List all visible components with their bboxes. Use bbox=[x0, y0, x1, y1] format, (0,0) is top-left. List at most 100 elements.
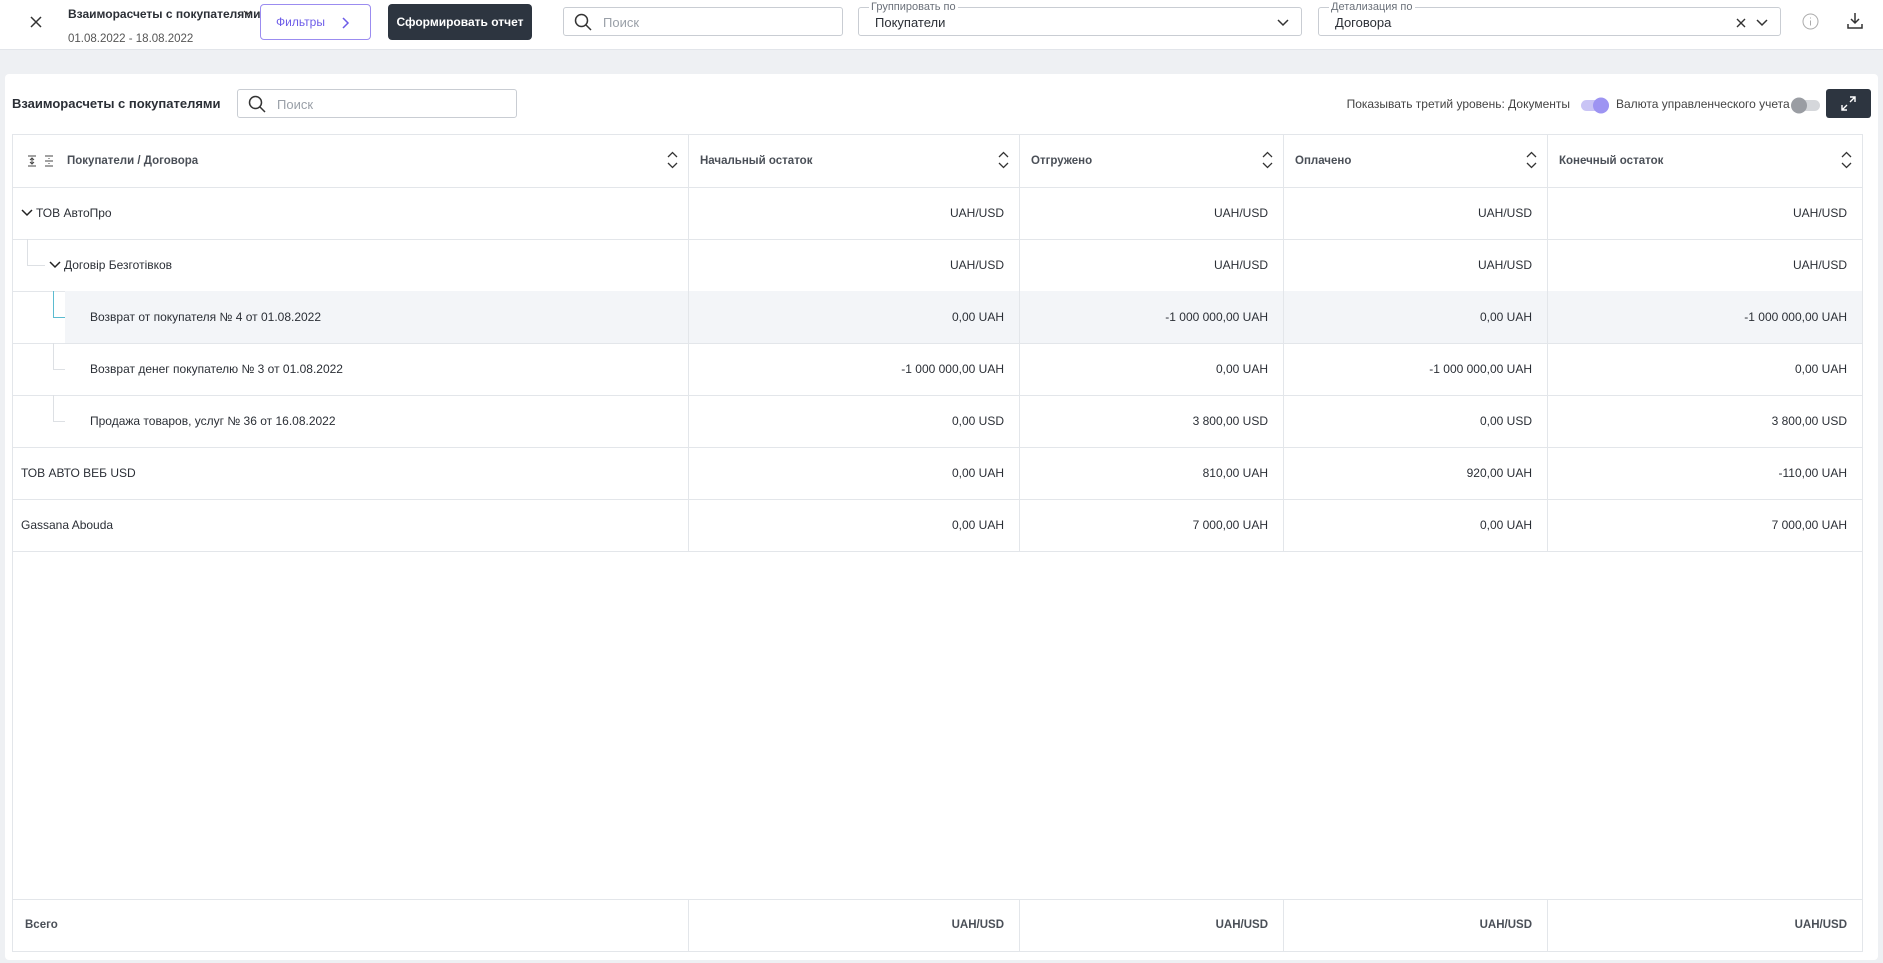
column-divider bbox=[688, 447, 689, 499]
column-divider bbox=[1547, 395, 1548, 447]
report-title[interactable]: Взаиморасчеты с покупателями bbox=[68, 7, 261, 21]
column-divider bbox=[1547, 187, 1548, 239]
column-header: Покупатели / Договора bbox=[13, 135, 688, 187]
close-icon[interactable] bbox=[30, 16, 42, 28]
cell-value: UAH/USD bbox=[1792, 258, 1847, 272]
footer-value: UAH/USD bbox=[1215, 919, 1268, 931]
filters-button[interactable]: Фильтры bbox=[260, 4, 371, 40]
footer-value: UAH/USD bbox=[1794, 919, 1847, 931]
column-divider bbox=[1283, 395, 1284, 447]
toggle-label: Показывать третий уровень: Документы bbox=[1346, 97, 1570, 111]
cell-value: UAH/USD bbox=[949, 258, 1004, 272]
generate-button[interactable]: Сформировать отчет bbox=[388, 4, 532, 40]
row-divider bbox=[13, 343, 1862, 344]
info-icon[interactable] bbox=[1802, 13, 1819, 30]
footer-label: Всего bbox=[25, 919, 58, 931]
cell-value: 0,00 UAH bbox=[1479, 310, 1532, 324]
field-value: Покупатели bbox=[875, 15, 946, 30]
column-divider bbox=[688, 499, 689, 551]
panel-title: Взаиморасчеты с покупателями bbox=[12, 96, 221, 111]
row-label: Возврат от покупателя № 4 от 01.08.2022 bbox=[90, 310, 322, 324]
row-label: Продажа товаров, услуг № 36 от 16.08.202… bbox=[90, 414, 336, 428]
chevron bbox=[243, 10, 252, 16]
cell-value: 3 800,00 USD bbox=[1771, 414, 1847, 428]
column-divider bbox=[1019, 447, 1020, 499]
toggle-label: Валюта управленческого учета bbox=[1616, 97, 1790, 111]
cell-value: 0,00 UAH bbox=[951, 466, 1004, 480]
tree-line bbox=[53, 343, 54, 369]
column-divider bbox=[1019, 899, 1020, 951]
tree-line bbox=[53, 291, 54, 317]
field-value: Договора bbox=[1335, 15, 1392, 30]
placeholder: Поиск bbox=[603, 15, 640, 30]
tree-line bbox=[27, 239, 28, 265]
row-divider bbox=[13, 447, 1862, 448]
expand-chevron[interactable] bbox=[21, 209, 33, 217]
cell-value: 0,00 USD bbox=[1479, 414, 1532, 428]
tree-line bbox=[53, 395, 54, 421]
cell-value: 3 800,00 USD bbox=[1192, 414, 1268, 428]
column-divider bbox=[1547, 899, 1548, 951]
tree-line bbox=[53, 317, 65, 318]
column-divider bbox=[1283, 239, 1284, 291]
cell-value: 0,00 UAH bbox=[1479, 518, 1532, 532]
cell-value: -1 000 000,00 UAH bbox=[1429, 362, 1532, 376]
row-divider bbox=[13, 187, 1862, 188]
column-divider bbox=[1547, 291, 1548, 343]
cell-value: 7 000,00 UAH bbox=[1771, 518, 1847, 532]
tree-line bbox=[27, 265, 45, 266]
row-highlight bbox=[65, 291, 1862, 343]
toggle-on[interactable] bbox=[1580, 96, 1612, 114]
column-divider bbox=[688, 395, 689, 447]
column-divider bbox=[1283, 343, 1284, 395]
column-divider bbox=[1283, 291, 1284, 343]
row-label: ТОВ АВТО ВЕБ USD bbox=[21, 466, 136, 480]
cell-value: -1 000 000,00 UAH bbox=[1165, 310, 1268, 324]
cell-value: 0,00 UAH bbox=[1215, 362, 1268, 376]
column-header: Оплачено bbox=[1283, 135, 1547, 187]
cell-value: UAH/USD bbox=[1213, 258, 1268, 272]
footer-value: UAH/USD bbox=[951, 919, 1004, 931]
row-divider bbox=[13, 551, 1862, 552]
expand-chevron[interactable] bbox=[49, 261, 61, 269]
column-divider bbox=[1019, 343, 1020, 395]
footer-value: UAH/USD bbox=[1479, 919, 1532, 931]
row-divider bbox=[13, 395, 1862, 396]
cell-value: UAH/USD bbox=[1792, 206, 1847, 220]
row-divider bbox=[13, 499, 1862, 500]
cell-value: UAH/USD bbox=[1213, 206, 1268, 220]
column-divider bbox=[1547, 343, 1548, 395]
tree-line bbox=[53, 421, 65, 422]
column-divider bbox=[1547, 239, 1548, 291]
field-label: Группировать по bbox=[869, 1, 958, 13]
cell-value: -1 000 000,00 UAH bbox=[901, 362, 1004, 376]
column-header: Отгружено bbox=[1019, 135, 1283, 187]
expand-button[interactable] bbox=[1826, 89, 1871, 118]
download-icon[interactable] bbox=[1846, 12, 1864, 30]
row-divider bbox=[13, 239, 1862, 240]
column-divider bbox=[1019, 187, 1020, 239]
column-divider bbox=[688, 343, 689, 395]
cell-value: UAH/USD bbox=[1477, 206, 1532, 220]
panel-search[interactable]: Поиск bbox=[237, 89, 517, 118]
row-label: Возврат денег покупателю № 3 от 01.08.20… bbox=[90, 362, 343, 376]
row-label: Договір Безготівков bbox=[64, 258, 173, 272]
cell-value: 810,00 UAH bbox=[1202, 466, 1268, 480]
column-divider bbox=[688, 291, 689, 343]
column-divider bbox=[1019, 291, 1020, 343]
column-header: Конечный остаток bbox=[1547, 135, 1862, 187]
group-by-select[interactable]: Группировать по Покупатели bbox=[858, 1, 1302, 36]
toggle-off[interactable] bbox=[1789, 96, 1821, 114]
column-header: Начальный остаток bbox=[688, 135, 1019, 187]
column-divider bbox=[1283, 899, 1284, 951]
search-input[interactable]: Поиск bbox=[563, 7, 843, 36]
detail-select[interactable]: Детализация по Договора bbox=[1318, 1, 1781, 36]
column-divider bbox=[1283, 135, 1284, 187]
expand-all-icon[interactable] bbox=[27, 155, 55, 167]
row-label: Gassana Abouda bbox=[21, 518, 114, 532]
column-divider bbox=[1283, 499, 1284, 551]
cell-value: -110,00 UAH bbox=[1778, 466, 1847, 480]
column-divider bbox=[1547, 499, 1548, 551]
cell-value: 0,00 UAH bbox=[1794, 362, 1847, 376]
